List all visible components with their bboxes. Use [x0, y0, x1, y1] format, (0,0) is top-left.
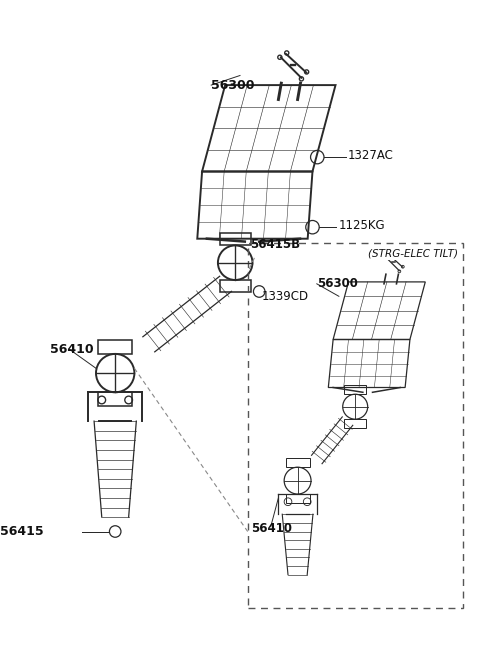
Bar [248, 244, 463, 608]
Text: 56415: 56415 [0, 525, 43, 538]
Text: 56415B: 56415B [250, 238, 300, 251]
Text: 56410: 56410 [252, 522, 292, 535]
Text: 56300: 56300 [317, 277, 358, 290]
Text: 1339CD: 1339CD [262, 290, 309, 303]
Text: 1125KG: 1125KG [338, 219, 385, 232]
Text: (STRG-ELEC TILT): (STRG-ELEC TILT) [368, 248, 458, 258]
Text: 56410: 56410 [50, 343, 94, 356]
Text: 56300: 56300 [211, 79, 255, 92]
Text: 1327AC: 1327AC [348, 149, 394, 162]
